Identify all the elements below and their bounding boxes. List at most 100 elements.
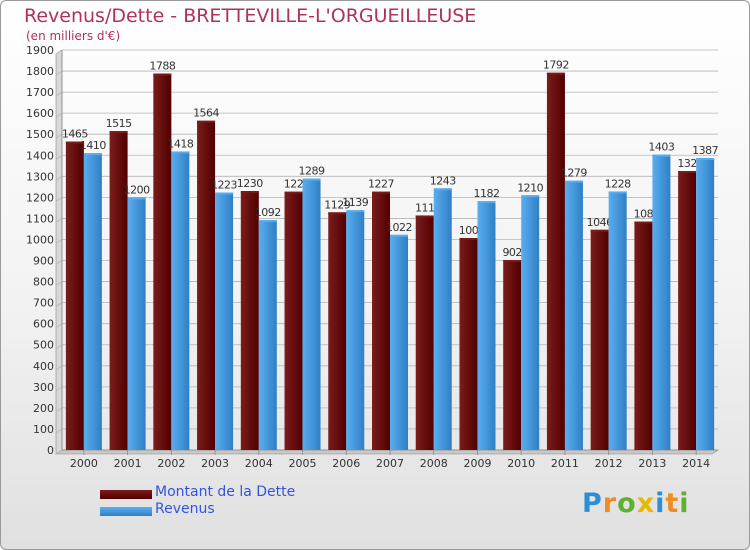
proxiti-logo: Proxiti xyxy=(582,488,690,519)
data-label-debt: 1788 xyxy=(149,60,175,73)
bar-revenue xyxy=(433,188,452,450)
y-tick-label: 1500 xyxy=(26,128,54,141)
gridline-depth xyxy=(55,112,63,118)
data-label-revenue: 1092 xyxy=(255,206,281,219)
data-label-revenue: 1243 xyxy=(430,174,456,187)
gridline-depth xyxy=(55,428,63,434)
bar-top-debt xyxy=(197,120,216,123)
data-label-revenue: 1289 xyxy=(299,165,325,178)
data-label-debt: 122 xyxy=(284,178,304,191)
bar-revenue xyxy=(390,234,408,450)
gridline-depth xyxy=(55,281,63,286)
bar-revenue xyxy=(696,158,715,450)
data-label-revenue: 1182 xyxy=(473,187,499,200)
x-tick-label: 2008 xyxy=(420,457,448,470)
data-label-debt: 111 xyxy=(415,201,435,214)
y-tick-label: 1900 xyxy=(26,44,54,57)
legend-swatch-debt xyxy=(100,490,152,499)
data-label-debt: 1046 xyxy=(587,216,613,229)
bar-top-revenue xyxy=(127,197,146,200)
bar-top-revenue xyxy=(258,220,277,223)
gridline-depth xyxy=(55,175,63,181)
bar-top-revenue xyxy=(477,201,496,204)
bar-top-revenue xyxy=(564,180,583,183)
bar-top-revenue xyxy=(608,191,627,194)
y-tick-label: 100 xyxy=(33,423,54,436)
bar-top-revenue xyxy=(696,158,715,160)
gridline-depth xyxy=(55,386,63,392)
x-tick-label: 2004 xyxy=(245,457,273,470)
bar-debt xyxy=(459,238,478,450)
data-label-revenue: 1139 xyxy=(342,196,368,209)
gridline-depth xyxy=(55,197,63,202)
data-label-revenue: 1228 xyxy=(605,177,631,190)
x-tick-label: 2014 xyxy=(682,457,710,470)
gridline-depth xyxy=(55,407,63,413)
bar-top-debt xyxy=(459,238,478,240)
bar-debt xyxy=(109,131,128,451)
gridline-depth xyxy=(55,49,63,55)
bar-top-debt xyxy=(109,131,128,134)
bar-debt xyxy=(65,141,84,450)
gridline-depth xyxy=(55,449,63,455)
gridline-depth xyxy=(55,323,63,329)
bar-top-revenue xyxy=(433,188,452,191)
bar-top-revenue xyxy=(652,154,671,157)
gridline-depth xyxy=(55,302,63,307)
data-label-debt: 1465 xyxy=(62,128,88,141)
x-tick-label: 2012 xyxy=(595,457,623,470)
bar-top-debt xyxy=(240,191,259,194)
x-tick-label: 2000 xyxy=(70,457,98,470)
bar-debt xyxy=(153,73,172,450)
bar-revenue xyxy=(127,197,146,450)
gridline-depth xyxy=(55,133,63,139)
bar-top-debt xyxy=(65,141,84,144)
gridline-depth xyxy=(55,91,63,97)
bar-top-debt xyxy=(284,191,303,194)
y-tick-label: 1700 xyxy=(26,86,54,99)
gridline-depth xyxy=(55,70,63,76)
y-tick-label: 1100 xyxy=(26,212,54,225)
bar-revenue xyxy=(346,210,365,450)
bar-debt xyxy=(284,191,303,450)
x-tick-label: 2013 xyxy=(638,457,666,470)
bar-revenue xyxy=(608,191,627,450)
bar-top-revenue xyxy=(521,195,540,198)
gridline-depth xyxy=(55,365,63,371)
legend-label-debt: Montant de la Dette xyxy=(155,484,296,500)
y-tick-label: 1400 xyxy=(26,149,54,162)
y-tick-label: 600 xyxy=(33,318,54,331)
data-label-debt: 1230 xyxy=(237,177,263,190)
y-tick-label: 800 xyxy=(33,276,54,289)
x-tick-label: 2009 xyxy=(463,457,491,470)
x-tick-label: 2002 xyxy=(157,457,185,470)
bar-debt xyxy=(546,72,565,450)
data-label-revenue: 1223 xyxy=(211,179,237,192)
legend-swatch-revenue xyxy=(100,507,152,516)
bar-top-debt xyxy=(153,73,172,76)
bar-top-debt xyxy=(678,171,697,174)
bar-revenue xyxy=(171,151,190,450)
data-label-debt: 132 xyxy=(677,157,697,170)
bar-revenue xyxy=(652,154,671,450)
bar-top-debt xyxy=(634,221,653,224)
bar-top-debt xyxy=(415,215,434,218)
bar-revenue xyxy=(83,153,102,450)
y-tick-label: 0 xyxy=(47,444,54,457)
bar-top-debt xyxy=(372,191,390,194)
y-tick-label: 1000 xyxy=(26,233,54,246)
y-tick-label: 400 xyxy=(33,360,54,373)
bar-debt xyxy=(415,215,434,450)
bar-debt xyxy=(328,212,347,450)
plot-floor xyxy=(55,449,719,455)
data-label-revenue: 1410 xyxy=(80,139,106,152)
data-label-revenue: 1200 xyxy=(124,183,150,196)
bar-debt xyxy=(634,221,653,450)
logo-letter: i xyxy=(655,488,666,519)
chart-title: Revenus/Dette - BRETTEVILLE-L'ORGUEILLEU… xyxy=(24,5,477,27)
logo-letter: x xyxy=(636,488,656,519)
bar-revenue xyxy=(302,178,321,450)
logo-letter: i xyxy=(679,488,690,519)
gridline-depth xyxy=(55,260,63,265)
